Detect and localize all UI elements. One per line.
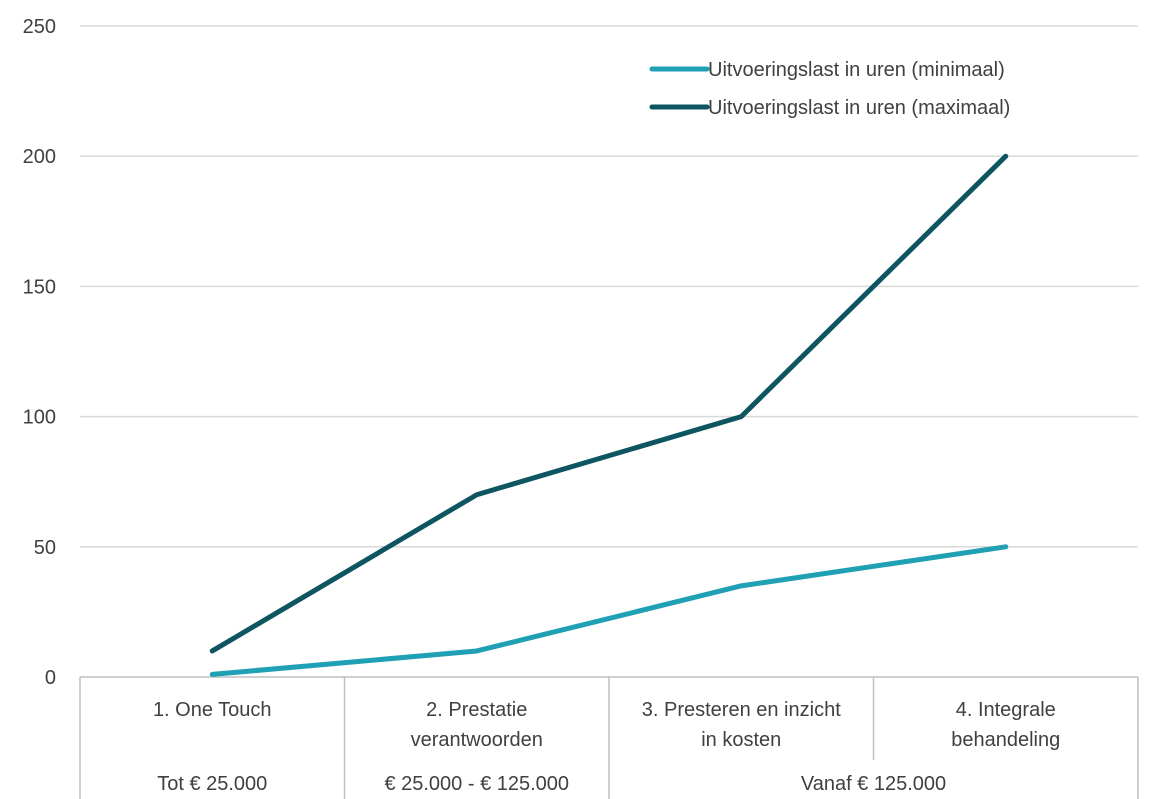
x-group-label: € 25.000 - € 125.000 <box>384 773 569 795</box>
x-category-label: 3. Presteren en inzicht in kosten <box>642 699 841 751</box>
x-category-label-line: in kosten <box>701 729 781 751</box>
legend-label-0: Uitvoeringslast in uren (minimaal) <box>708 59 1005 81</box>
x-category-label-line: verantwoorden <box>411 729 543 751</box>
y-tick-label: 150 <box>23 276 56 298</box>
gridlines <box>80 25 1138 548</box>
x-category-label: 4. Integrale behandeling <box>951 699 1060 751</box>
x-group-label: Tot € 25.000 <box>157 773 267 795</box>
y-tick-label: 200 <box>23 146 56 168</box>
x-axis: 1. One Touch 2. Prestatie verantwoorden 3. … <box>79 676 1139 799</box>
x-category-label: 2. Prestatie verantwoorden <box>411 699 543 751</box>
y-tick-label: 100 <box>23 407 56 429</box>
x-category-label: 1. One Touch <box>153 699 272 721</box>
x-category-label-line: 1. One Touch <box>153 699 272 721</box>
series-line-0 <box>209 544 1009 677</box>
y-axis-ticks: 0 50 100 150 200 250 <box>23 16 56 689</box>
x-category-label-line: 4. Integrale <box>956 699 1056 721</box>
y-tick-label: 0 <box>45 667 56 689</box>
x-category-label-line: behandeling <box>951 729 1060 751</box>
series-lines <box>209 153 1009 677</box>
legend-label-1: Uitvoeringslast in uren (maximaal) <box>708 97 1010 119</box>
y-tick-label: 50 <box>34 537 56 559</box>
legend: Uitvoeringslast in uren (minimaal) Uitvoe… <box>649 59 1010 119</box>
series-line-1 <box>209 153 1009 654</box>
x-group-label: Vanaf € 125.000 <box>801 773 946 795</box>
y-tick-label: 250 <box>23 16 56 38</box>
x-category-label-line: 2. Prestatie <box>426 699 527 721</box>
x-category-label-line: 3. Presteren en inzicht <box>642 699 841 721</box>
